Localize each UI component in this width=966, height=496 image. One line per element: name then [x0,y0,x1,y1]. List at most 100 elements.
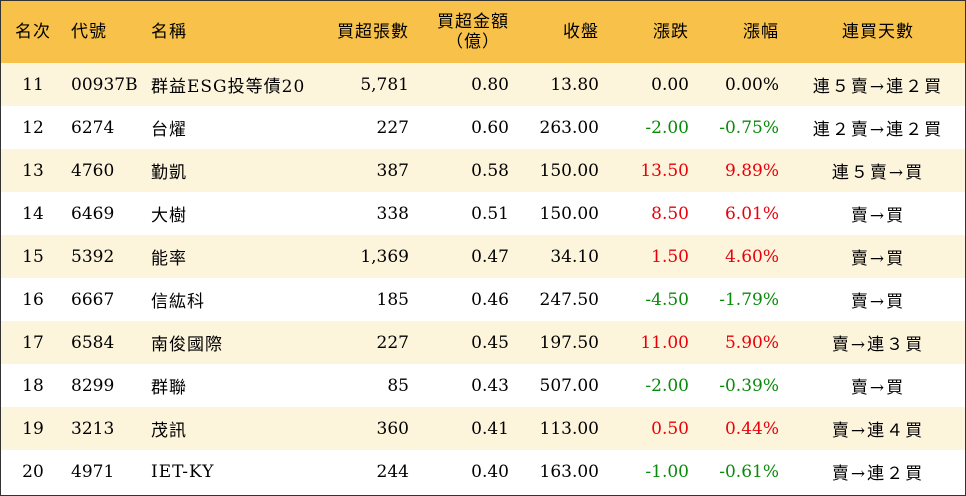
cell-consecutive-days: 賣→買 [850,378,906,398]
cell-code: 6667 [71,289,115,310]
cell-rank: 19 [22,418,44,439]
cell-code: 4971 [71,461,115,482]
cell-change: 8.50 [651,203,689,224]
cell-net-buy-amount: 0.45 [471,332,509,353]
cell-change: -1.00 [645,461,689,482]
table-row: 20 4971 IET-KY 244 0.40 163.00 -1.00 -0.61% 賣→連２… [1,450,965,493]
cell-close: 150.00 [539,160,599,181]
cell-change-pct: -0.61% [719,461,779,482]
cell-net-buy-lots: 1,369 [360,246,409,267]
cell-consecutive-days: 連５賣→連２買 [812,77,944,97]
cell-net-buy-lots: 387 [376,160,409,181]
cell-net-buy-lots: 338 [376,203,409,224]
header-rank: 名次 [15,22,51,42]
table-row: 15 5392 能率 1,369 0.47 34.10 1.50 4.60% 賣→買 [1,235,965,278]
header-close: 收盤 [563,22,599,42]
cell-net-buy-amount: 0.43 [471,375,509,396]
cell-change: -4.50 [645,289,689,310]
cell-code: 4760 [71,160,115,181]
cell-name: 勤凱 [151,163,187,183]
cell-change-pct: 6.01% [724,203,779,224]
cell-net-buy-amount: 0.60 [471,117,509,138]
cell-net-buy-lots: 85 [387,375,409,396]
cell-net-buy-amount: 0.51 [471,203,509,224]
cell-change-pct: 0.44% [724,418,779,439]
cell-close: 247.50 [539,289,599,310]
cell-consecutive-days: 賣→買 [850,249,906,269]
header-change: 漲跌 [653,22,689,42]
cell-code: 00937B [71,74,138,95]
cell-code: 6584 [71,332,115,353]
cell-rank: 11 [22,74,44,95]
cell-name: 台燿 [151,120,187,140]
cell-change-pct: 9.89% [724,160,779,181]
cell-close: 163.00 [539,461,599,482]
cell-net-buy-amount: 0.41 [471,418,509,439]
cell-rank: 15 [22,246,44,267]
cell-change: -2.00 [645,117,689,138]
cell-net-buy-amount: 0.58 [471,160,509,181]
cell-code: 6274 [71,117,115,138]
cell-name: 群聯 [151,378,187,398]
table-row: 18 8299 群聯 85 0.43 507.00 -2.00 -0.39% 賣→買 [1,364,965,407]
cell-change-pct: 5.90% [724,332,779,353]
cell-net-buy-lots: 360 [376,418,409,439]
header-name: 名稱 [151,22,187,42]
cell-net-buy-lots: 227 [376,332,409,353]
cell-net-buy-lots: 244 [376,461,409,482]
header-net-buy-amount-line2: （億） [446,32,500,52]
cell-consecutive-days: 賣→連２買 [831,464,925,484]
cell-net-buy-amount: 0.47 [471,246,509,267]
cell-name: 群益ESG投等債20 [151,77,306,97]
cell-net-buy-amount: 0.46 [471,289,509,310]
cell-rank: 12 [22,117,44,138]
cell-consecutive-days: 賣→買 [850,292,906,312]
table-row: 17 6584 南俊國際 227 0.45 197.50 11.00 5.90% 賣→連３買 [1,321,965,364]
cell-change: 11.00 [640,332,689,353]
cell-rank: 18 [22,375,44,396]
cell-change-pct: -0.39% [719,375,779,396]
table-row: 12 6274 台燿 227 0.60 263.00 -2.00 -0.75% 連２賣→連２買 [1,106,965,149]
cell-rank: 17 [22,332,44,353]
cell-net-buy-lots: 5,781 [360,74,409,95]
cell-change-pct: -1.79% [719,289,779,310]
cell-code: 3213 [71,418,115,439]
cell-rank: 16 [22,289,44,310]
cell-change: 13.50 [640,160,689,181]
cell-close: 197.50 [539,332,599,353]
cell-consecutive-days: 連２賣→連２買 [812,120,944,140]
cell-code: 8299 [71,375,115,396]
cell-name: 茂訊 [151,421,187,441]
cell-consecutive-days: 賣→買 [850,206,906,226]
table-row: 11 00937B 群益ESG投等債20 5,781 0.80 13.80 0.00 0.00… [1,63,965,106]
cell-change-pct: -0.75% [719,117,779,138]
cell-name: 南俊國際 [151,335,223,355]
cell-rank: 20 [22,461,44,482]
cell-name: 能率 [151,249,187,269]
header-consecutive-days: 連買天數 [842,22,914,42]
cell-name: 信紘科 [151,292,205,312]
cell-net-buy-amount: 0.40 [471,461,509,482]
cell-consecutive-days: 賣→連４買 [831,421,925,441]
cell-close: 13.80 [550,74,599,95]
cell-name: 大樹 [151,206,187,226]
table-row: 13 4760 勤凱 387 0.58 150.00 13.50 9.89% 連５賣→買 [1,149,965,192]
cell-consecutive-days: 賣→連３買 [831,335,925,355]
cell-change: 0.00 [651,74,689,95]
table-row: 19 3213 茂訊 360 0.41 113.00 0.50 0.44% 賣→連４買 [1,407,965,450]
cell-change-pct: 0.00% [724,74,779,95]
cell-close: 263.00 [539,117,599,138]
cell-close: 113.00 [539,418,599,439]
cell-code: 5392 [71,246,115,267]
cell-consecutive-days: 連５賣→買 [831,163,925,183]
table-body: 11 00937B 群益ESG投等債20 5,781 0.80 13.80 0.00 0.00… [1,63,965,493]
cell-change: 1.50 [651,246,689,267]
cell-change-pct: 4.60% [724,246,779,267]
cell-net-buy-amount: 0.80 [471,74,509,95]
cell-net-buy-lots: 227 [376,117,409,138]
cell-rank: 14 [22,203,44,224]
cell-net-buy-lots: 185 [376,289,409,310]
table-row: 14 6469 大樹 338 0.51 150.00 8.50 6.01% 賣→買 [1,192,965,235]
